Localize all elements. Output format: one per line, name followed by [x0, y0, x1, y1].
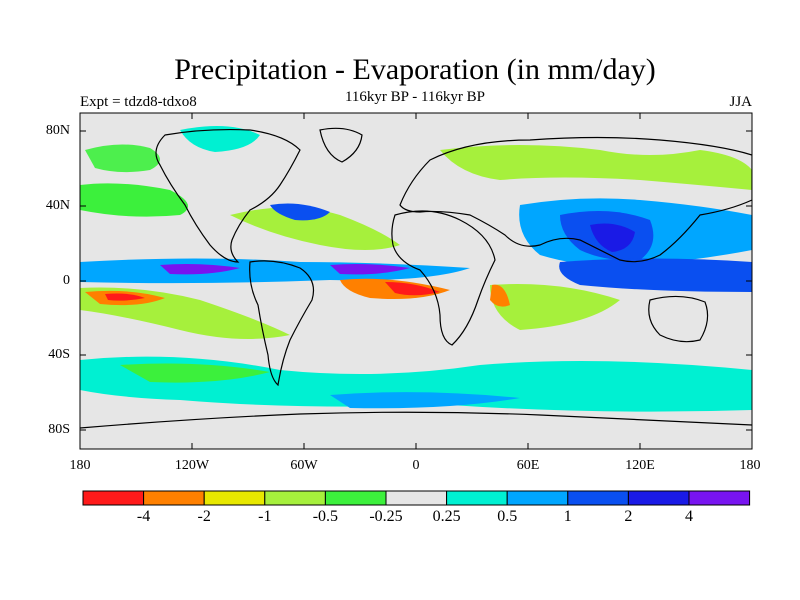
coastline-eurasia: [399, 136, 752, 263]
lon-label-180w: 180: [69, 458, 91, 473]
colorbar: [82, 490, 751, 506]
colorbar-box-10: [688, 490, 751, 506]
field-patch-arctic-cyan: [180, 126, 260, 152]
colorbar-box-1: [143, 490, 205, 506]
colorbar-label-2: -1: [258, 508, 272, 525]
colorbar-box-5: [385, 490, 448, 506]
lon-label-120e: 120E: [625, 458, 655, 473]
colorbar-box-7: [506, 490, 569, 506]
field-patch-asia-darkblue: [590, 223, 635, 252]
coastline-australia: [648, 295, 709, 343]
figure-title: Precipitation - Evaporation (in mm/day): [174, 53, 656, 86]
colorbar-box-6: [446, 490, 508, 506]
colorbar-label-4: -0.25: [369, 508, 403, 525]
colorbar-box-4: [324, 490, 387, 506]
colorbar-label-8: 2: [624, 508, 633, 525]
field-patch-indo-pacific-blue: [559, 258, 752, 292]
map-plot-area: [80, 113, 752, 449]
field-patch-se-pacific-red: [105, 293, 145, 301]
field-patch-eurasia-green: [440, 145, 752, 190]
colorbar-label-5: 0.25: [432, 508, 461, 525]
field-patch-pacific-n-green: [80, 183, 188, 217]
lat-label-80s: 80S: [48, 422, 70, 437]
field-patch-southern-ocean-blue: [330, 392, 520, 409]
colorbar-box-3: [264, 490, 326, 506]
field-patch-atlantic-blue: [270, 203, 330, 221]
lon-label-180e: 180: [739, 458, 761, 473]
lat-label-40n: 40N: [45, 198, 70, 213]
field-patch-itcz-atlantic-purple: [330, 264, 410, 275]
field-patch-atlantic-green: [230, 207, 400, 250]
lat-label-80n: 80N: [45, 123, 70, 138]
colorbar-label-6: 0.5: [497, 508, 518, 525]
field-patch-south-atlantic-red: [385, 282, 440, 296]
coastline-north-america: [155, 128, 301, 263]
colorbar-box-8: [567, 490, 629, 506]
coastline-greenland: [319, 127, 363, 163]
coastline-africa: [391, 210, 496, 346]
lon-label-120w: 120W: [174, 458, 210, 473]
field-patch-itcz-pacific-purple: [160, 264, 240, 275]
figure-subtitle: 116kyr BP - 116kyr BP: [344, 89, 485, 105]
coastline-south-america: [249, 260, 315, 387]
colorbar-label-0: -4: [136, 508, 151, 525]
lon-label-60w: 60W: [290, 458, 318, 473]
lat-label-40s: 40S: [48, 347, 70, 362]
lon-label-0: 0: [412, 458, 420, 473]
field-patch-mozambique-orange: [490, 284, 510, 307]
colorbar-label-1: -2: [197, 508, 211, 525]
field-patch-arctic-green: [85, 144, 160, 173]
colorbar-box-9: [627, 490, 690, 506]
colorbar-label-9: 4: [685, 508, 693, 525]
colorbar-box-2: [203, 490, 266, 506]
season-label: JJA: [729, 94, 752, 110]
lon-label-60e: 60E: [516, 458, 540, 473]
field-patch-indian-ocean-green: [490, 284, 620, 330]
field-patch-southern-ocean-green: [120, 363, 270, 383]
coastline-antarctica: [80, 411, 752, 429]
colorbar-label-7: 1: [563, 508, 572, 525]
experiment-label: Expt = tdzd8-tdxo8: [80, 94, 197, 110]
lat-label-0: 0: [63, 273, 70, 288]
colorbar-label-3: -0.5: [312, 508, 339, 525]
colorbar-box-0: [82, 490, 145, 506]
